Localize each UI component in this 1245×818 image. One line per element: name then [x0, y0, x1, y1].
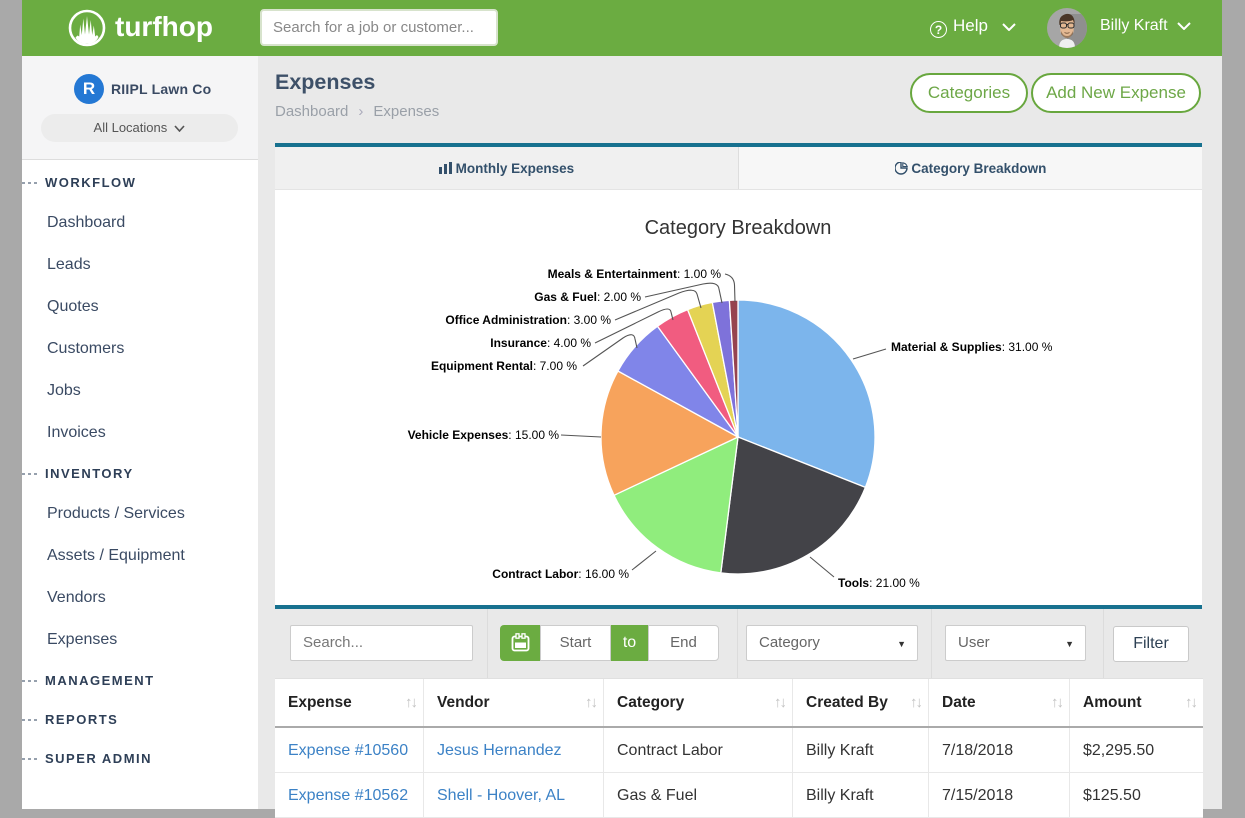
- svg-text:Equipment Rental: 7.00 %: Equipment Rental: 7.00 %: [431, 359, 577, 373]
- svg-text:Material & Supplies: 31.00 %: Material & Supplies: 31.00 %: [891, 340, 1053, 354]
- svg-text:Tools: 21.00 %: Tools: 21.00 %: [838, 576, 920, 590]
- svg-text:Insurance: 4.00 %: Insurance: 4.00 %: [490, 336, 591, 350]
- svg-text:Vehicle Expenses: 15.00 %: Vehicle Expenses: 15.00 %: [408, 428, 560, 442]
- svg-text:Meals & Entertainment: 1.00 %: Meals & Entertainment: 1.00 %: [548, 267, 722, 281]
- svg-text:Office Administration: 3.00 %: Office Administration: 3.00 %: [445, 313, 611, 327]
- svg-text:Gas & Fuel: 2.00 %: Gas & Fuel: 2.00 %: [534, 290, 641, 304]
- svg-text:Category Breakdown: Category Breakdown: [645, 217, 832, 239]
- svg-text:Contract Labor: 16.00 %: Contract Labor: 16.00 %: [492, 567, 629, 581]
